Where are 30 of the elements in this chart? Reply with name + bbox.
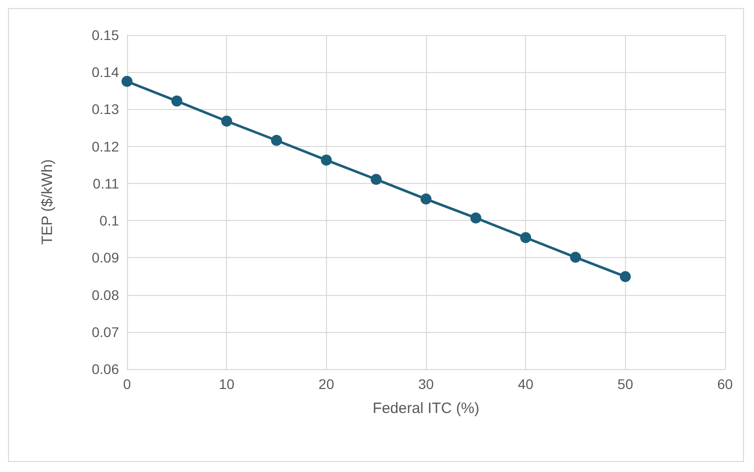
x-tick-label: 40 — [518, 376, 534, 392]
point — [520, 232, 532, 244]
point — [221, 116, 232, 127]
y-axis-title: TEP ($/kWh) — [39, 159, 56, 245]
x-tick-label: 20 — [318, 376, 334, 392]
point — [271, 134, 282, 146]
x-axis-title: Federal ITC (%) — [372, 400, 480, 417]
point — [420, 194, 432, 205]
y-tick-label: 0.12 — [92, 138, 120, 154]
x-tick-label: 10 — [218, 376, 235, 392]
point — [470, 212, 482, 224]
point — [320, 154, 332, 166]
point — [370, 174, 382, 185]
y-tick-label: 0.07 — [92, 324, 120, 340]
y-tick-label: 0.1 — [100, 212, 120, 229]
point — [570, 252, 581, 263]
x-tick-label: 30 — [418, 376, 434, 392]
point — [620, 271, 631, 282]
y-tick-label: 0.13 — [92, 101, 120, 118]
y-tick-label: 0.09 — [92, 250, 120, 266]
y-tick-label: 0.06 — [92, 361, 120, 377]
y-tick-label: 0.11 — [92, 175, 120, 192]
x-tick-label: 50 — [618, 376, 634, 392]
y-tick-label: 0.15 — [92, 27, 120, 43]
x-tick-label: 0 — [123, 376, 132, 392]
y-tick-label: 0.14 — [92, 64, 120, 80]
y-tick-label: 0.08 — [92, 286, 120, 303]
x-tick-label: 60 — [717, 376, 733, 392]
point — [171, 96, 182, 107]
point — [122, 76, 132, 87]
